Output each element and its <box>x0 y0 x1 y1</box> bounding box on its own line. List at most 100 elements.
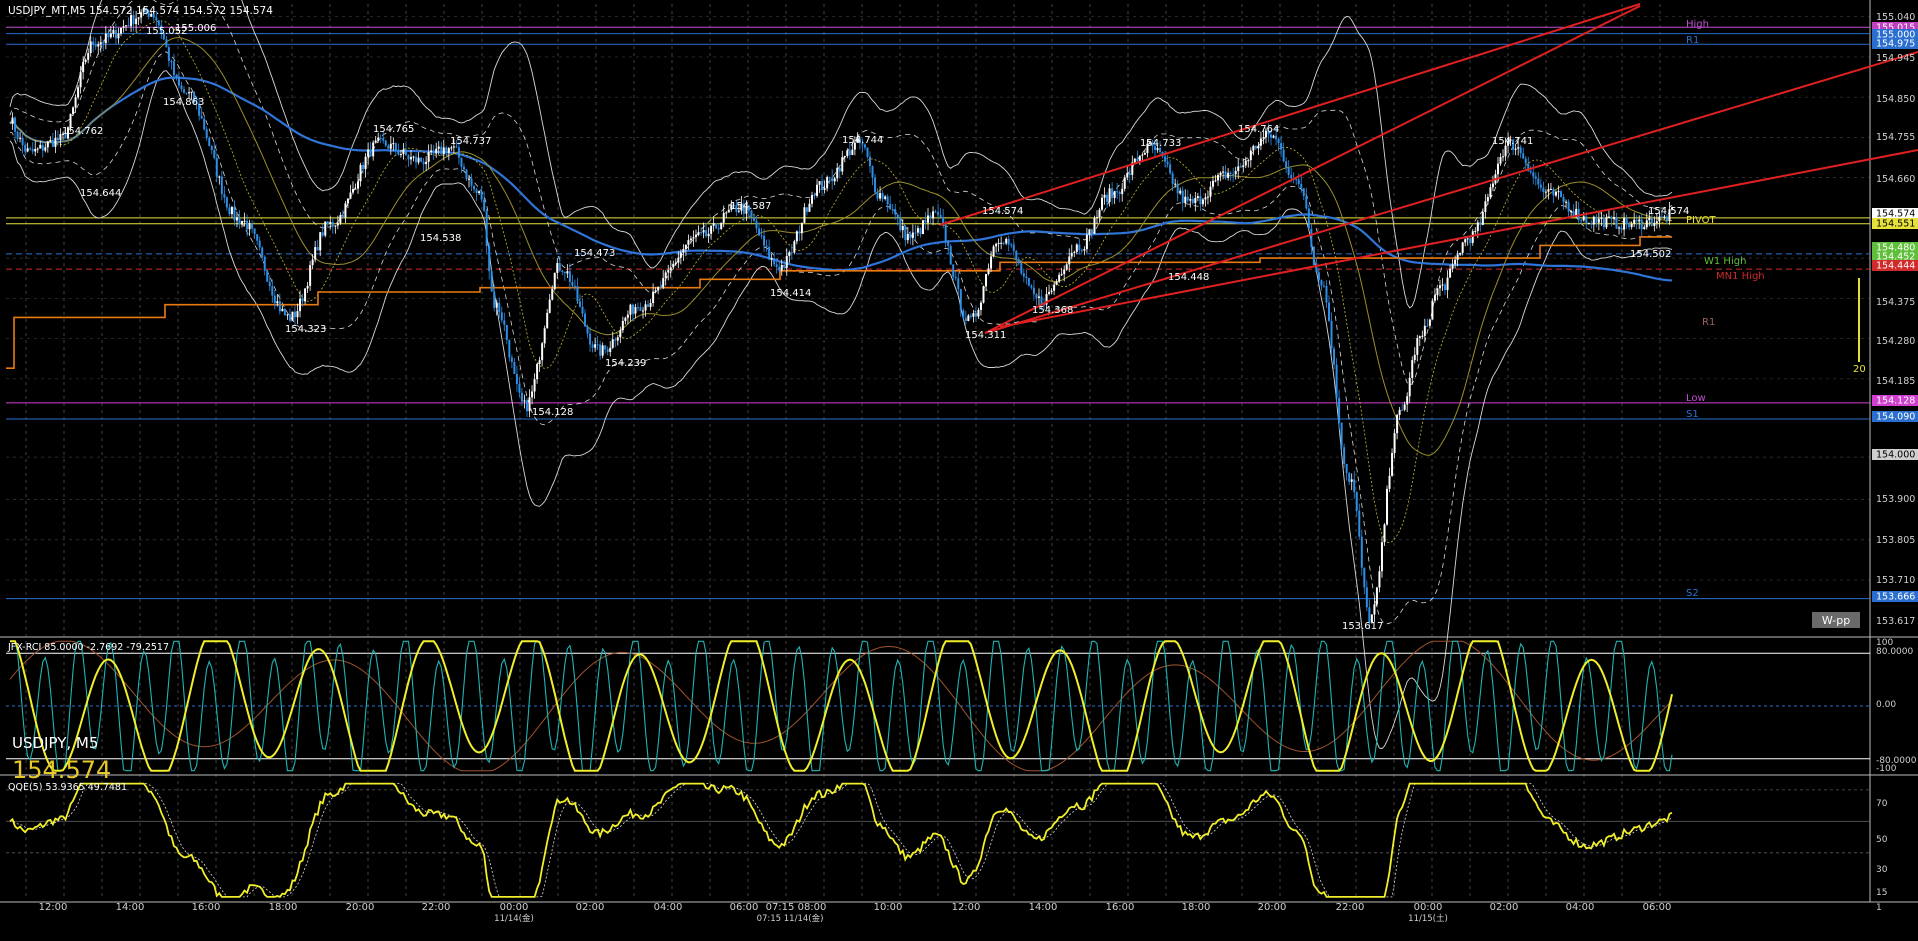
candle-body <box>238 217 241 225</box>
candle-body <box>11 117 14 124</box>
candle-body <box>102 42 105 44</box>
time-axis-label: 14:00 <box>116 902 145 913</box>
candle-body <box>210 146 213 151</box>
candle-body <box>364 156 367 170</box>
trend-lines[interactable] <box>939 3 1918 334</box>
wpp-button[interactable]: W-pp <box>1812 612 1860 628</box>
candle-body <box>1365 587 1368 608</box>
trend-line <box>984 5 1641 334</box>
candle-body <box>609 347 612 352</box>
candle-body <box>188 92 191 94</box>
candle-body <box>67 127 70 139</box>
candle-body <box>1411 360 1414 378</box>
candle-body <box>1360 536 1363 568</box>
candle-body <box>440 146 443 155</box>
candle-body <box>54 137 57 147</box>
candle-body <box>1355 492 1358 511</box>
candle-body <box>465 169 468 180</box>
candle-body <box>442 147 445 155</box>
candle-body <box>316 247 319 251</box>
candle-body <box>1552 188 1555 196</box>
candle-body <box>1645 220 1648 228</box>
candle-body <box>1310 228 1313 247</box>
candle-body <box>944 224 947 243</box>
candle-body <box>39 144 42 149</box>
candle-body <box>715 223 718 229</box>
candle-body <box>884 196 887 199</box>
candle-body <box>268 281 271 287</box>
candle-body <box>349 192 352 199</box>
candle-body <box>647 304 650 307</box>
candle-body <box>205 129 208 139</box>
candle-body <box>828 177 831 179</box>
candle-body <box>1451 264 1454 269</box>
time-axis-label: 16:00 <box>192 902 221 913</box>
candle-body <box>235 217 238 221</box>
qqe-header: QQE(5) 53.9365 49.7481 <box>8 782 127 793</box>
candle-body <box>1340 422 1343 448</box>
candle-body <box>1151 143 1154 147</box>
candle-body <box>1116 191 1119 193</box>
candle-body <box>430 150 433 153</box>
candle-body <box>301 298 304 302</box>
level-label: R1 <box>1686 35 1699 46</box>
candle-body <box>1509 139 1512 141</box>
candle-body <box>286 314 289 316</box>
candle-body <box>599 344 602 356</box>
candle-body <box>263 256 266 271</box>
candle-body <box>77 87 80 98</box>
candle-body <box>558 262 561 271</box>
candle-body <box>858 138 861 144</box>
candle-body <box>1121 188 1124 195</box>
candle-body <box>657 287 660 291</box>
candle-body <box>387 145 390 149</box>
price-tag <box>1872 22 1918 33</box>
candle-body <box>967 315 970 321</box>
time-axis-label: 16:00 <box>1106 902 1135 913</box>
candle-body <box>288 314 291 321</box>
candle-body <box>1078 244 1081 251</box>
candle-body <box>937 212 940 215</box>
candle-body <box>1449 268 1452 278</box>
price-axis[interactable]: 155.040 154.945 154.850 154.755 154.660 154.4… <box>1872 12 1918 627</box>
time-axis[interactable]: 12:00 14:00 16:00 18:00 20:00 22:00 00:00 02:00… <box>39 902 1672 924</box>
swing-label: 154.765 <box>373 124 414 135</box>
candle-body <box>480 191 483 200</box>
candle-body <box>1532 172 1535 177</box>
candle-body <box>1580 220 1583 222</box>
candle-body <box>1391 453 1394 476</box>
candle-body <box>394 143 397 151</box>
candle-body <box>253 228 256 235</box>
candle-body <box>1007 238 1010 245</box>
candle-body <box>573 285 576 287</box>
candle-body <box>1597 218 1600 223</box>
candle-body <box>538 360 541 364</box>
candle-body <box>1638 219 1641 222</box>
candle-body <box>1514 148 1517 150</box>
candle-body <box>1350 479 1353 482</box>
candle-body <box>1083 249 1086 251</box>
candle-body <box>752 216 755 221</box>
candle-body <box>1433 295 1436 301</box>
time-axis-date: 11/15(土) <box>1408 913 1448 924</box>
candle-body <box>1544 191 1547 193</box>
candle-body <box>810 195 813 204</box>
candle-body <box>243 220 246 222</box>
candle-body <box>1620 227 1623 230</box>
candle-body <box>1393 433 1396 454</box>
candle-body <box>31 148 34 152</box>
candle-body <box>707 233 710 237</box>
qqe-axis-label: 15 <box>1876 888 1887 898</box>
price-tag-label: 154.452 <box>1876 252 1915 263</box>
candle-body <box>1454 259 1457 265</box>
candle-body <box>934 211 937 213</box>
candle-body <box>1547 189 1550 192</box>
candle-body <box>1635 219 1638 222</box>
time-axis-label: 20:00 <box>1258 902 1287 913</box>
candle-body <box>490 271 493 292</box>
candle-body <box>1050 290 1053 292</box>
swing-label: 154.744 <box>842 135 883 146</box>
candle-body <box>175 75 178 78</box>
